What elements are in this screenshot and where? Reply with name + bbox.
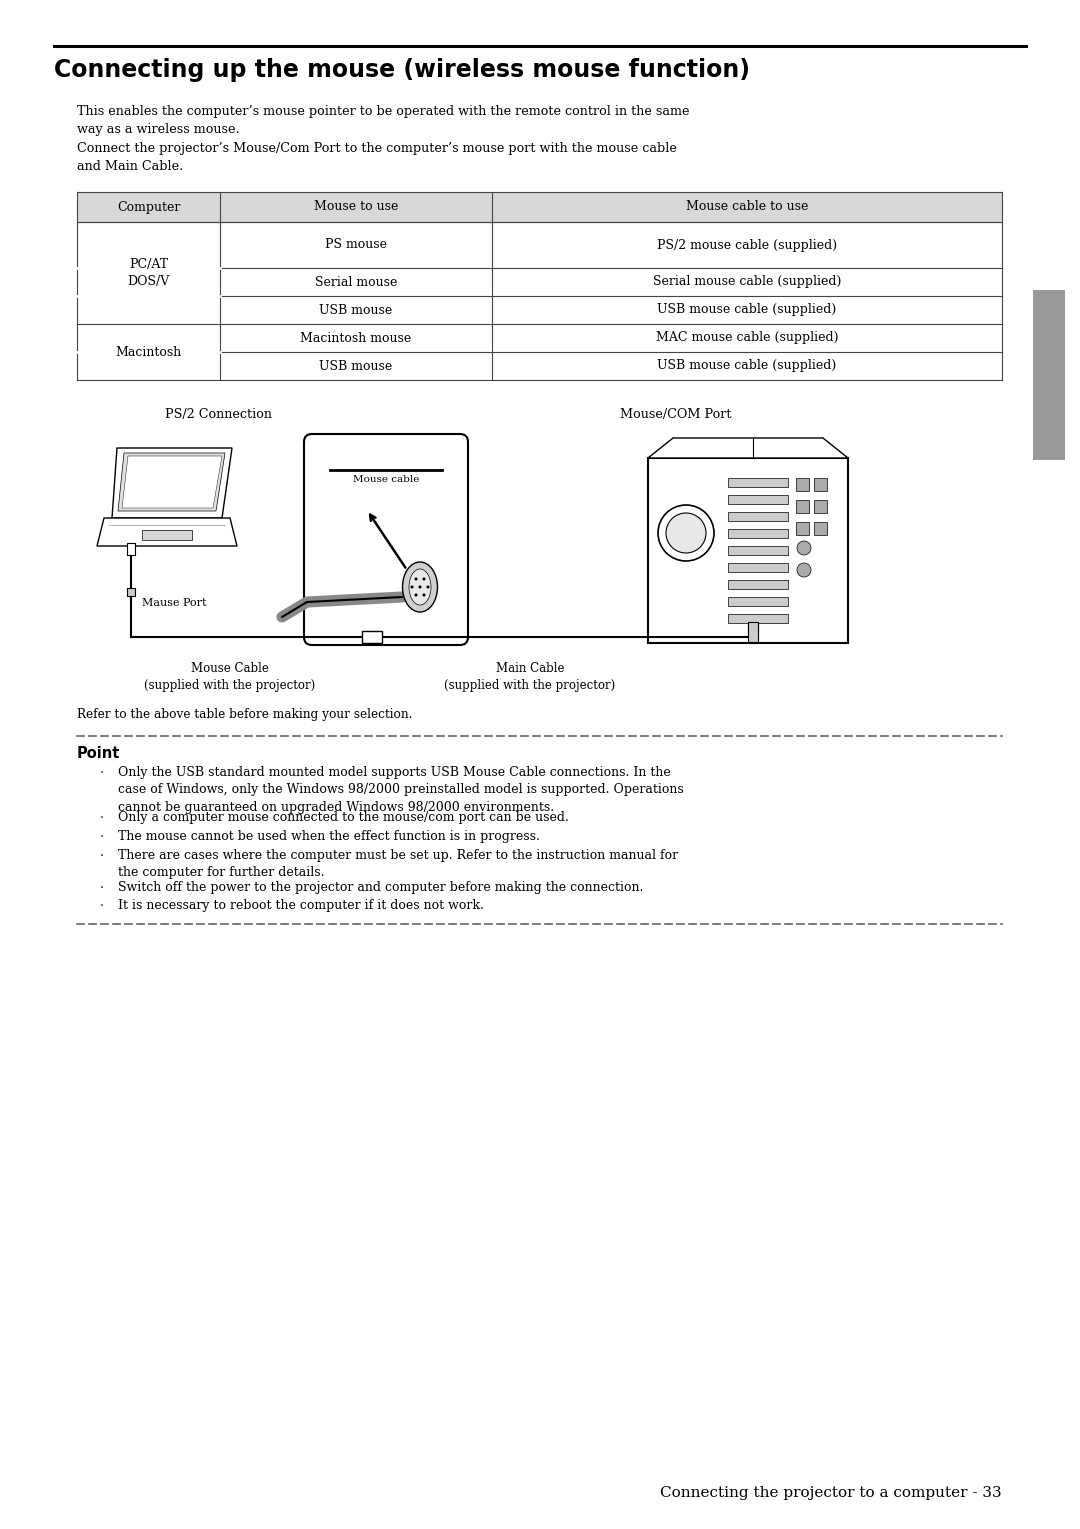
Bar: [748, 622, 758, 638]
Polygon shape: [112, 448, 232, 518]
Text: ·: ·: [100, 850, 104, 862]
Circle shape: [797, 563, 811, 576]
Text: The mouse cannot be used when the effect function is in progress.: The mouse cannot be used when the effect…: [118, 830, 540, 842]
Text: PS mouse: PS mouse: [325, 239, 387, 251]
Polygon shape: [648, 437, 848, 459]
Circle shape: [658, 505, 714, 561]
Text: Point: Point: [77, 746, 120, 761]
Circle shape: [422, 578, 426, 581]
Polygon shape: [122, 456, 222, 508]
Text: It is necessary to reboot the computer if it does not work.: It is necessary to reboot the computer i…: [118, 899, 484, 911]
Bar: [728, 546, 788, 555]
Text: ·: ·: [100, 901, 104, 913]
Bar: [814, 521, 827, 535]
Bar: [728, 579, 788, 589]
Bar: [728, 615, 788, 622]
Text: Serial mouse: Serial mouse: [314, 275, 397, 289]
Text: PS/2 mouse cable (supplied): PS/2 mouse cable (supplied): [657, 239, 837, 251]
FancyBboxPatch shape: [303, 434, 468, 645]
Bar: [728, 563, 788, 572]
Bar: [77, 193, 1002, 222]
Text: Refer to the above table before making your selection.: Refer to the above table before making y…: [77, 708, 413, 722]
Circle shape: [666, 514, 706, 553]
Bar: [796, 479, 809, 491]
Text: Mouse/COM Port: Mouse/COM Port: [620, 408, 731, 420]
Text: USB mouse cable (supplied): USB mouse cable (supplied): [658, 303, 837, 317]
Text: USB mouse: USB mouse: [320, 359, 393, 373]
Bar: [141, 531, 192, 540]
Bar: [1032, 291, 1065, 460]
Text: Only the USB standard mounted model supports USB Mouse Cable connections. In the: Only the USB standard mounted model supp…: [118, 766, 684, 813]
Text: Connect the projector’s Mouse/Com Port to the computer’s mouse port with the mou: Connect the projector’s Mouse/Com Port t…: [77, 142, 677, 173]
Circle shape: [422, 593, 426, 596]
Text: MAC mouse cable (supplied): MAC mouse cable (supplied): [656, 332, 838, 344]
Ellipse shape: [409, 569, 431, 605]
Text: PC/AT
DOS/V: PC/AT DOS/V: [127, 258, 170, 287]
Text: ·: ·: [100, 830, 104, 844]
Bar: [127, 543, 135, 555]
Bar: [728, 512, 788, 521]
Circle shape: [797, 541, 811, 555]
Text: Mause Port: Mause Port: [141, 598, 206, 609]
Polygon shape: [97, 518, 237, 546]
Bar: [748, 622, 758, 642]
Text: Mouse to use: Mouse to use: [314, 200, 399, 214]
Text: Connecting up the mouse (wireless mouse function): Connecting up the mouse (wireless mouse …: [54, 58, 750, 83]
Bar: [728, 529, 788, 538]
Polygon shape: [118, 453, 225, 511]
Bar: [362, 631, 382, 644]
Text: ·: ·: [100, 812, 104, 826]
Bar: [728, 479, 788, 488]
Circle shape: [410, 586, 414, 589]
Bar: [648, 459, 848, 644]
Text: Main Cable
(supplied with the projector): Main Cable (supplied with the projector): [444, 662, 616, 693]
Text: Connecting the projector to a computer - 33: Connecting the projector to a computer -…: [660, 1486, 1002, 1500]
Text: USB mouse: USB mouse: [320, 303, 393, 317]
Text: PS/2 Connection: PS/2 Connection: [165, 408, 272, 420]
Text: Switch off the power to the projector and computer before making the connection.: Switch off the power to the projector an…: [118, 881, 644, 893]
Text: This enables the computer’s mouse pointer to be operated with the remote control: This enables the computer’s mouse pointe…: [77, 106, 689, 136]
Bar: [796, 521, 809, 535]
Text: Macintosh mouse: Macintosh mouse: [300, 332, 411, 344]
Circle shape: [419, 586, 421, 589]
Bar: [796, 500, 809, 514]
Ellipse shape: [403, 563, 437, 612]
Text: ·: ·: [100, 882, 104, 894]
Text: Mouse cable: Mouse cable: [353, 476, 419, 485]
Text: Macintosh: Macintosh: [116, 346, 181, 358]
Text: USB mouse cable (supplied): USB mouse cable (supplied): [658, 359, 837, 373]
Text: Serial mouse cable (supplied): Serial mouse cable (supplied): [652, 275, 841, 289]
Bar: [728, 495, 788, 505]
Bar: [728, 596, 788, 605]
Text: Computer: Computer: [117, 200, 180, 214]
Text: There are cases where the computer must be set up. Refer to the instruction manu: There are cases where the computer must …: [118, 849, 678, 879]
Circle shape: [415, 578, 418, 581]
Text: Only a computer mouse connected to the mouse/com port can be used.: Only a computer mouse connected to the m…: [118, 812, 569, 824]
Text: Mouse cable to use: Mouse cable to use: [686, 200, 808, 214]
Text: ·: ·: [100, 768, 104, 780]
Bar: [814, 500, 827, 514]
Circle shape: [415, 593, 418, 596]
Circle shape: [427, 586, 430, 589]
Text: Mouse Cable
(supplied with the projector): Mouse Cable (supplied with the projector…: [145, 662, 315, 693]
Bar: [814, 479, 827, 491]
Bar: [127, 589, 135, 596]
